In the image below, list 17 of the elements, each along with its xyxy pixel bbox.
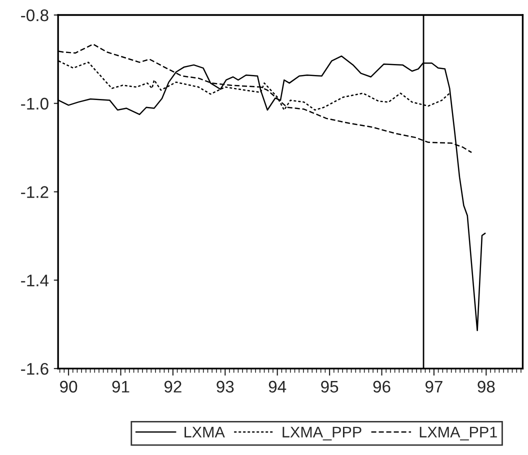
x-tick-label: 94 [268, 380, 286, 393]
legend-label: LXMA_PPP [282, 426, 362, 440]
x-tick-label: 92 [164, 380, 182, 393]
x-tick-label: 91 [112, 380, 130, 393]
legend-label: LXMA [184, 426, 225, 438]
y-tick-label: -1.0 [21, 98, 48, 110]
x-tick-label: 97 [425, 380, 442, 393]
legend-label: LXMA_PP1 [420, 426, 497, 440]
y-tick-label: -1.2 [21, 186, 48, 198]
y-tick-label: -1.6 [21, 362, 48, 375]
x-tick-label: 96 [373, 380, 390, 393]
x-tick-label: 95 [321, 380, 338, 393]
y-tick-label: -1.4 [21, 274, 49, 286]
x-tick-label: 98 [478, 380, 495, 393]
x-tick-label: 90 [60, 380, 78, 393]
y-tick-label: -0.8 [21, 9, 48, 22]
x-tick-label: 93 [216, 380, 234, 393]
